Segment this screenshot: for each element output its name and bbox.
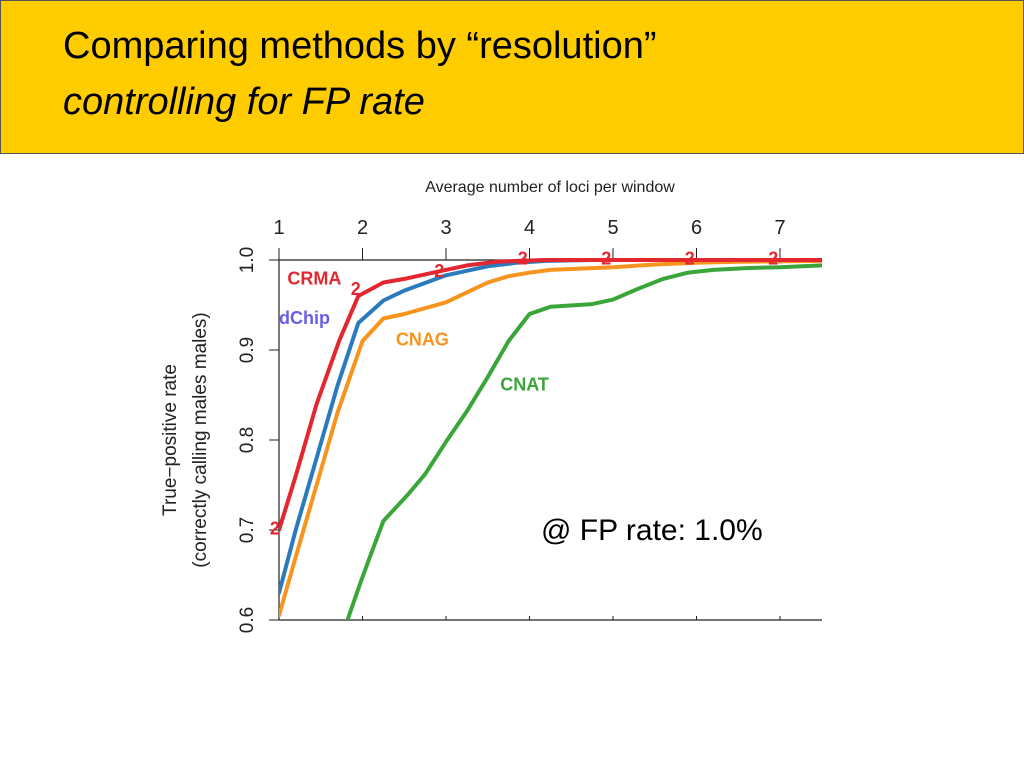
x-tick-label: 6 [691, 217, 702, 239]
marker-label: 2 [518, 248, 528, 268]
series-label-dchip: dChip [279, 308, 330, 328]
top-x-axis: 1 2 3 4 5 6 7 [273, 217, 822, 261]
y-axis: 0.6 0.7 0.8 0.9 1.0 [237, 247, 280, 633]
marker-label: 2 [434, 261, 444, 281]
title-banner: Comparing methods by “resolution” contro… [0, 0, 1024, 154]
x-tick-label: 1 [273, 217, 284, 239]
series-lines [279, 258, 822, 620]
x-tick-label: 2 [357, 217, 368, 239]
y-tick-label: 0.9 [237, 337, 258, 363]
y-axis-label: True−positive rate [160, 364, 181, 516]
series-label-cnat: CNAT [500, 375, 549, 395]
x-tick-label: 7 [774, 217, 785, 239]
series-line-crma [279, 258, 822, 532]
slide-title: Comparing methods by “resolution” [63, 25, 657, 67]
y-axis-sublabel: (correctly calling males males) [190, 312, 211, 568]
series-line-cnag [279, 258, 822, 618]
marker-label: 2 [768, 248, 778, 268]
y-tick-label: 0.6 [237, 607, 258, 633]
series-label-crma: CRMA [287, 268, 341, 288]
series-label-cnag: CNAG [396, 330, 449, 350]
series-line-cnat [345, 263, 822, 620]
fp-rate-annotation: @ FP rate: 1.0% [541, 514, 763, 547]
marker-label: 2 [601, 248, 611, 268]
x-tick-label: 5 [607, 217, 618, 239]
bottom-x-axis [278, 616, 822, 621]
x-tick-label: 3 [440, 217, 451, 239]
x-tick-label: 4 [524, 217, 535, 239]
slide-subtitle: controlling for FP rate [63, 81, 425, 123]
y-tick-label: 1.0 [237, 247, 258, 273]
top-axis-label: Average number of loci per window [425, 179, 675, 196]
y-tick-label: 0.7 [237, 517, 258, 543]
series-labels: CRMA dChip CNAG CNAT [279, 268, 549, 394]
crma-markers: 2 2 2 2 2 2 2 [270, 248, 779, 538]
marker-label: 2 [685, 248, 695, 268]
y-tick-label: 0.8 [237, 427, 258, 453]
marker-label: 2 [351, 279, 361, 299]
marker-label: 2 [270, 518, 280, 538]
